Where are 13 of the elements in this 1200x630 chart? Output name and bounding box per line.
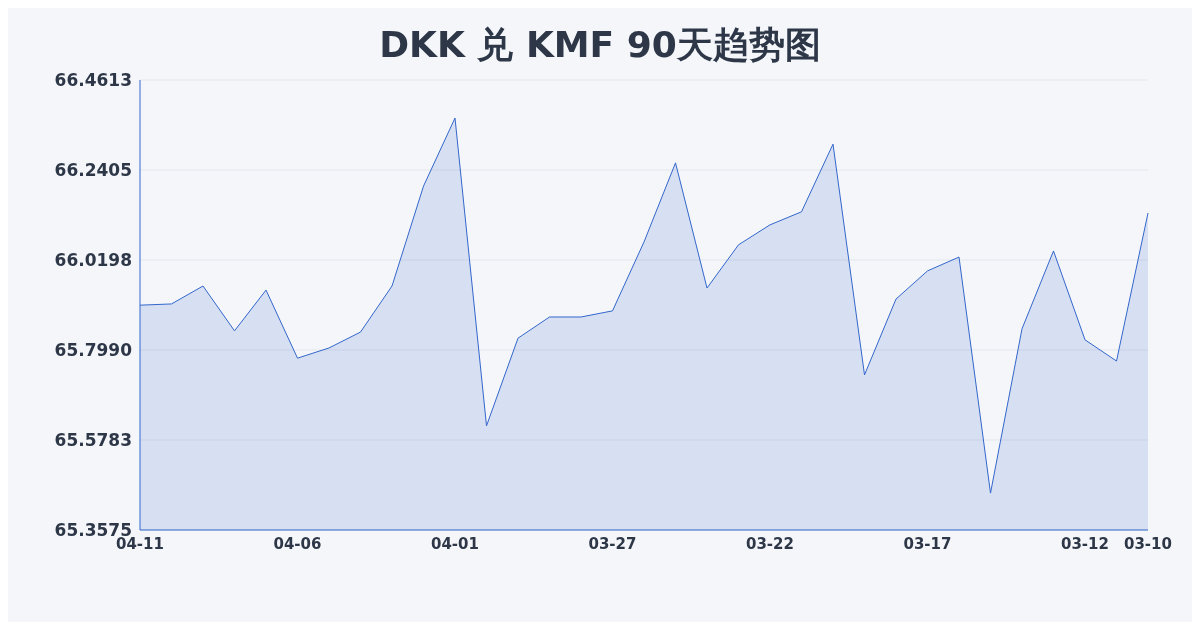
x-tick-label: 03-22 bbox=[746, 534, 794, 553]
y-tick-label: 66.4613 bbox=[54, 70, 132, 91]
x-tick-label: 03-12 bbox=[1061, 534, 1109, 553]
x-tick-label: 03-27 bbox=[588, 534, 637, 553]
chart-title: DKK 兑 KMF 90天趋势图 bbox=[378, 23, 822, 67]
x-tick-label: 03-10 bbox=[1124, 534, 1172, 553]
y-tick-label: 66.0198 bbox=[54, 250, 132, 271]
y-tick-label: 65.5783 bbox=[54, 430, 132, 451]
y-tick-label: 66.2405 bbox=[54, 160, 132, 181]
x-tick-label: 03-17 bbox=[903, 534, 952, 553]
x-tick-label: 04-01 bbox=[431, 534, 479, 553]
y-tick-label: 65.7990 bbox=[54, 340, 133, 361]
x-tick-label: 04-06 bbox=[273, 534, 322, 553]
